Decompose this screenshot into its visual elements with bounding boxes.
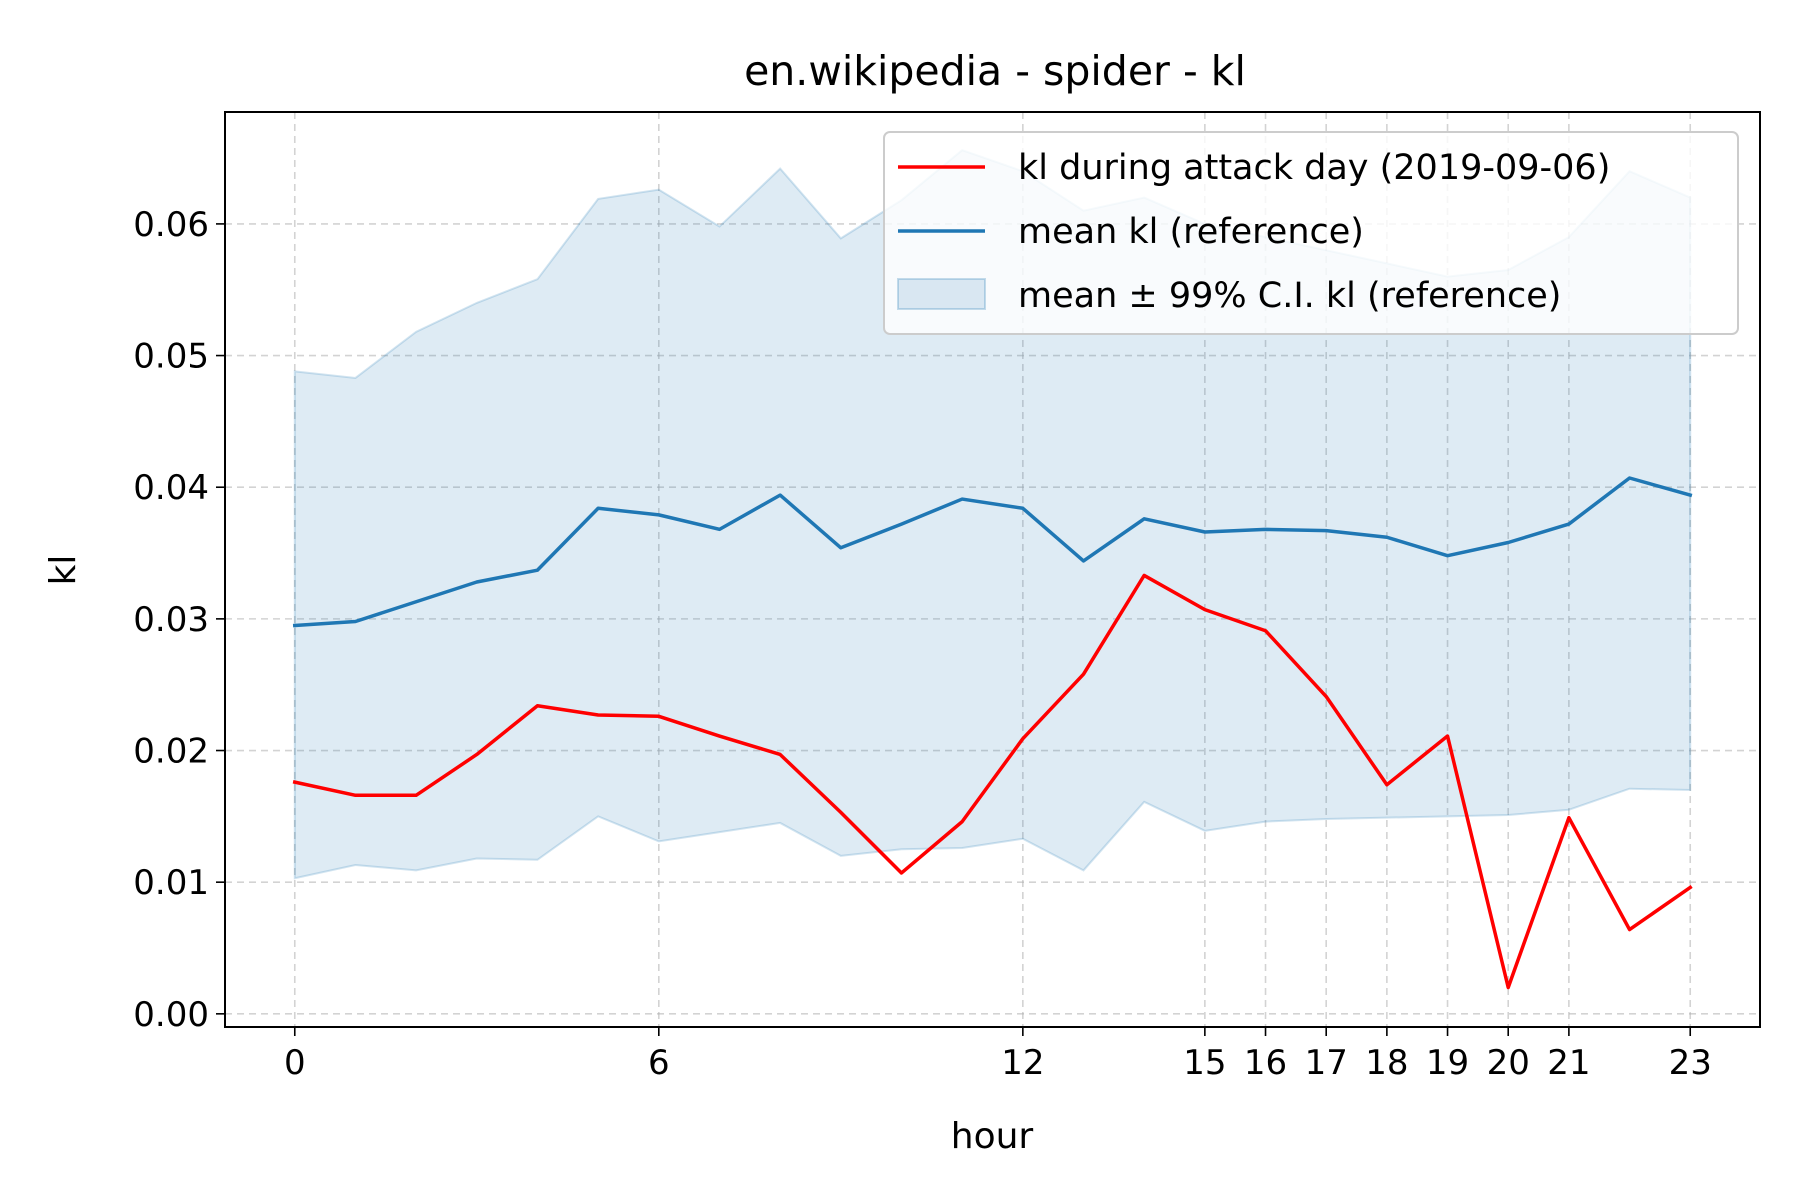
x-tick-label: 16 (1244, 1043, 1287, 1083)
x-tick-label: 6 (648, 1043, 670, 1083)
y-tick-label: 0.03 (133, 600, 209, 640)
x-tick-label: 0 (284, 1043, 306, 1083)
x-axis-label: hour (951, 1116, 1034, 1157)
x-tick-label: 18 (1365, 1043, 1408, 1083)
x-tick-label: 12 (1001, 1043, 1044, 1083)
x-tick-label: 15 (1183, 1043, 1226, 1083)
y-tick-label: 0.01 (133, 863, 209, 903)
legend-box (883, 131, 1739, 335)
y-axis-label: kl (43, 555, 84, 586)
legend-label-mean: mean kl (reference) (1018, 212, 1364, 252)
legend-label-attack: kl during attack day (2019-09-06) (1018, 148, 1610, 188)
x-tick-label: 20 (1487, 1043, 1530, 1083)
x-tick-label: 21 (1547, 1043, 1590, 1083)
y-axis: 0.00 0.01 0.02 0.03 0.04 0.05 0.06 (133, 205, 225, 1035)
x-axis: 0 6 12 15 16 17 18 19 20 21 23 (284, 1027, 1712, 1083)
y-tick-label: 0.04 (133, 468, 209, 508)
chart-title: en.wikipedia - spider - kl (744, 47, 1246, 95)
y-tick-label: 0.05 (133, 337, 209, 377)
series-lines (292, 476, 1693, 990)
x-tick-label: 17 (1305, 1043, 1348, 1083)
y-tick-label: 0.02 (133, 732, 209, 772)
legend-swatch-band (897, 278, 986, 310)
y-tick-label: 0.06 (133, 205, 209, 245)
attack-day-line (292, 573, 1693, 990)
x-tick-label: 23 (1669, 1043, 1712, 1083)
x-tick-label: 19 (1426, 1043, 1469, 1083)
mean-kl-line (292, 476, 1693, 628)
y-tick-label: 0.00 (133, 995, 209, 1035)
plot-frame (224, 111, 1761, 1028)
legend: kl during attack day (2019-09-06) mean k… (883, 131, 1739, 335)
legend-label-band: mean ± 99% C.I. kl (reference) (1018, 276, 1561, 316)
